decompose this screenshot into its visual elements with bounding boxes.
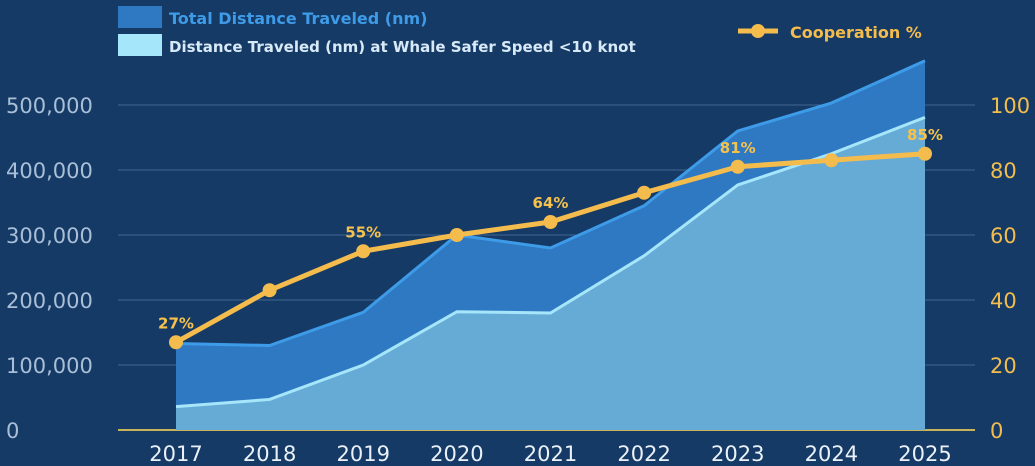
safe-speed-distance-area: [176, 117, 925, 430]
legend-swatch-total: [118, 6, 162, 28]
cooperation-point: [918, 146, 932, 161]
cooperation-point: [356, 244, 371, 259]
cooperation-point-label: 55%: [345, 223, 381, 241]
x-axis-tick-label: 2019: [337, 442, 390, 466]
x-axis-tick-label: 2018: [243, 442, 296, 466]
cooperation-series: 27% 55% 64% 81% 85%: [158, 126, 943, 350]
x-axis-tick-label: 2024: [805, 442, 858, 466]
legend-swatch-safe: [118, 34, 162, 56]
cooperation-point-label: 27%: [158, 314, 194, 332]
legend-label-total: Total Distance Traveled (nm): [169, 9, 427, 28]
right-axis-tick-label: 60: [990, 224, 1017, 248]
right-axis-tick-label: 40: [990, 289, 1017, 313]
cooperation-point-label: 64%: [533, 194, 569, 212]
cooperation-point: [449, 228, 464, 242]
x-axis-tick-label: 2021: [524, 442, 577, 466]
cooperation-point: [824, 153, 839, 168]
x-axis-tick-label: 2020: [430, 442, 483, 466]
left-axis-tick-label: 300,000: [6, 224, 93, 248]
cooperation-point-label: 81%: [720, 139, 756, 157]
x-axis-tick-label: 2017: [149, 442, 202, 466]
legend-label-cooperation: Cooperation %: [790, 23, 922, 42]
cooperation-point: [262, 283, 277, 298]
right-axis-tick-label: 100: [990, 94, 1030, 118]
legend: Total Distance Traveled (nm) Distance Tr…: [118, 6, 922, 56]
x-axis-tick-label: 2025: [898, 442, 951, 466]
x-axis-tick-label: 2023: [711, 442, 764, 466]
right-axis-tick-label: 80: [990, 159, 1017, 183]
total-distance-line: [175, 59, 926, 348]
cooperation-point: [169, 335, 183, 350]
legend-label-safe: Distance Traveled (nm) at Whale Safer Sp…: [169, 38, 636, 56]
left-axis-tick-label: 200,000: [6, 289, 93, 313]
cooperation-point-label: 85%: [907, 126, 943, 144]
left-axis-tick-label: 0: [6, 419, 19, 443]
cooperation-point: [730, 159, 745, 174]
left-axis-tick-label: 400,000: [6, 159, 93, 183]
cooperation-point: [637, 185, 652, 200]
axes: 0 100,000 200,000 300,000 400,000 500,000 0 20 4…: [6, 94, 1030, 466]
left-axis-tick-label: 500,000: [6, 94, 93, 118]
legend-marker-cooperation: [751, 24, 765, 38]
x-axis-tick-label: 2022: [617, 442, 670, 466]
cooperation-point: [543, 215, 558, 229]
right-axis-tick-label: 0: [990, 419, 1003, 443]
left-axis-tick-label: 100,000: [6, 354, 93, 378]
right-axis-tick-label: 20: [990, 354, 1017, 378]
